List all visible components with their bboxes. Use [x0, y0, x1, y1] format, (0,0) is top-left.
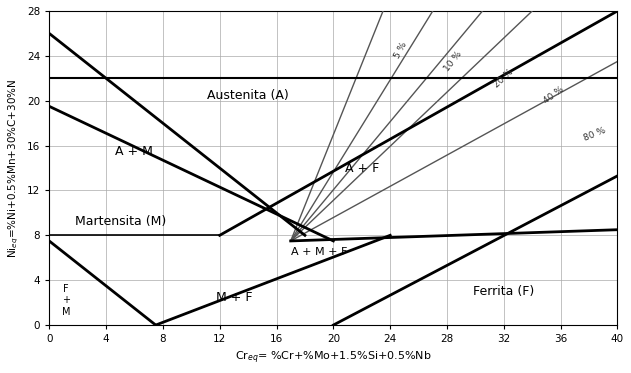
Text: A + M + F: A + M + F: [291, 247, 347, 257]
X-axis label: Cr$_{eq}$= %Cr+%Mo+1.5%Si+0.5%Nb: Cr$_{eq}$= %Cr+%Mo+1.5%Si+0.5%Nb: [235, 350, 432, 366]
Text: A + F: A + F: [345, 162, 379, 175]
Text: F
+
M: F + M: [62, 284, 71, 317]
Y-axis label: Ni$_{eq}$=%Ni+0.5%Mn+30%C+30%N: Ni$_{eq}$=%Ni+0.5%Mn+30%C+30%N: [7, 78, 21, 258]
Text: 40 %: 40 %: [542, 85, 566, 106]
Text: M + F: M + F: [216, 291, 252, 304]
Text: Ferrita (F): Ferrita (F): [473, 285, 534, 298]
Text: A + M: A + M: [115, 145, 153, 158]
Text: 80 %: 80 %: [582, 126, 606, 143]
Text: Austenita (A): Austenita (A): [207, 88, 289, 101]
Text: 5 %: 5 %: [393, 41, 409, 60]
Text: Martensita (M): Martensita (M): [74, 215, 166, 228]
Text: 10 %: 10 %: [443, 50, 464, 73]
Text: 20 %: 20 %: [492, 67, 516, 90]
